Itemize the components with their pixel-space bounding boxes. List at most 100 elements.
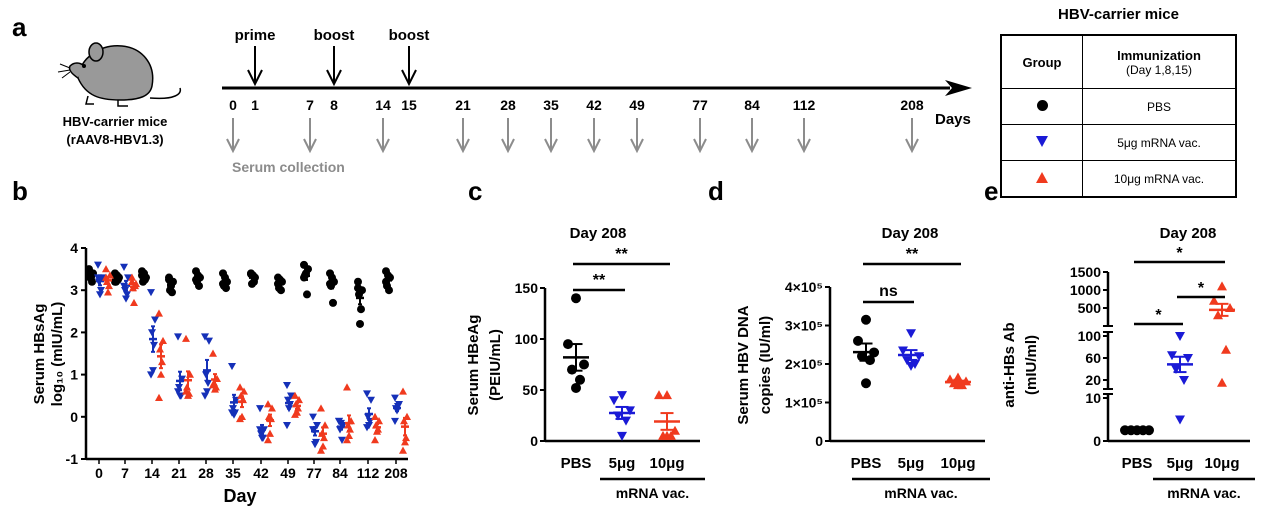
data-point-triangle-up [1213,310,1223,320]
panel-label-c: c [468,176,482,206]
y-tick-label: 4×10⁵ [785,279,823,295]
data-point-triangle-up [953,372,963,382]
significance-label: * [1176,245,1183,262]
data-point-triangle-up [184,391,192,399]
legend-header-immunization-label: Immunization [1117,47,1201,63]
significance-label: * [1155,307,1162,324]
data-point-triangle-down [391,394,399,402]
y-tick-label: 1 [70,367,78,383]
timeline-day-label: 1 [251,97,259,113]
data-point-circle [357,305,365,314]
x-tick-label: 28 [198,465,214,481]
collection-arrowhead [797,138,811,154]
data-point-triangle-up [159,336,167,345]
data-point-triangle-down [151,316,159,324]
x-tick-label: 35 [225,465,241,481]
circle-marker-icon [1036,99,1048,111]
y-tick-label: 50 [522,382,538,398]
group-label: mRNA vac. [616,485,689,501]
y-axis-label: copies (IU/ml) [757,316,774,414]
data-point-triangle-up [654,390,664,400]
y-tick-label: 3×10⁵ [785,318,823,334]
data-point-triangle-down [338,436,346,445]
panel-d-chart: Day 208 0 1×10⁵ 2×10⁵ 3×10⁵ 4×10⁵ PBS 5μg 10μg mR… [735,225,990,501]
x-tick-label: 42 [253,465,269,481]
legend-title: HBV-carrier mice [1058,6,1179,23]
data-point-triangle-down [203,388,211,396]
group-label: mRNA vac. [884,485,957,501]
legend-row-10ug: 10μg mRNA vac. [1000,160,1237,198]
data-point-triangle-up [209,349,217,357]
data-point-triangle-down [617,391,627,401]
data-point-circle [571,293,581,304]
x-tick-label: 21 [171,465,187,481]
panel-label-a: a [12,12,27,42]
data-point-triangle-down [906,361,916,371]
timeline-day-label: 28 [500,97,516,113]
data-point-triangle-down [149,367,157,375]
data-point-triangle-down [120,263,128,271]
y-tick-label: 10 [1085,390,1101,406]
collection-arrowhead [587,138,601,154]
legend-row-pbs: PBS [1000,88,1237,125]
data-point-triangle-up [236,414,244,423]
y-tick-label: 0 [70,409,78,425]
data-point-triangle-down [609,396,619,406]
data-point-triangle-up [953,380,963,390]
x-axis-label: Day [223,486,256,506]
timeline-day-label: 77 [692,97,708,113]
data-point-circle [563,339,573,350]
data-point-circle [579,359,589,370]
x-tick-label: 5μg [898,455,925,472]
data-point-triangle-down [1179,376,1189,385]
y-tick-label: -1 [66,451,79,467]
data-point-triangle-up [401,438,409,446]
x-tick-label: 49 [280,465,296,481]
data-point-triangle-down [625,406,635,416]
data-point-triangle-down [283,422,291,430]
legend-row-label: 10μg mRNA vac. [1082,160,1237,198]
y-tick-label: 1500 [1070,264,1101,280]
data-point-triangle-down [147,371,155,379]
data-point-triangle-down [94,261,102,269]
y-axis-label: log₁₀ (mIU/mL) [49,302,66,407]
data-point-circle [168,288,176,297]
immunization-arrowhead [401,69,417,87]
timeline-marks: 0 1 7 8 14 15 21 28 35 42 49 77 84 112 208 prime boost bo… [226,27,924,154]
y-tick-label: 2×10⁵ [785,356,823,372]
data-point-triangle-up [317,404,325,412]
data-point-triangle-up [317,446,325,454]
x-tick-label: 84 [332,465,348,481]
data-point-triangle-up [1209,295,1219,305]
data-point-triangle-up [102,265,110,273]
y-tick-label: 4 [70,240,78,256]
timeline-axis-label: Days [935,111,971,128]
collection-arrowhead [905,138,919,154]
data-point-triangle-up [268,404,276,412]
collection-arrowhead [303,138,317,154]
x-tick-label: PBS [851,455,882,472]
data-point-triangle-up [211,385,219,393]
timeline-day-label: 8 [330,97,338,113]
legend-row-label: PBS [1082,88,1237,125]
timeline-day-label: 112 [793,97,816,113]
data-point-triangle-down [96,291,104,299]
x-tick-label: 7 [121,465,129,481]
data-point-circle [303,290,311,299]
data-point-circle [571,382,581,393]
data-point-triangle-up [662,390,672,400]
data-point-circle [861,314,871,325]
data-point-circle [575,374,585,385]
data-point-circle [857,351,867,362]
immunization-label: boost [389,27,430,44]
x-tick-label: 5μg [609,455,636,472]
data-point-triangle-up [182,334,190,342]
legend-header-immunization: Immunization (Day 1,8,15) [1082,34,1237,89]
group-label: mRNA vac. [1167,485,1240,501]
data-point-triangle-up [266,429,274,437]
collection-arrowhead [456,138,470,154]
data-point-triangle-down [1183,354,1193,363]
data-point-triangle-up [1221,344,1231,354]
data-point-triangle-up [1217,377,1227,387]
data-point-circle [385,286,393,295]
